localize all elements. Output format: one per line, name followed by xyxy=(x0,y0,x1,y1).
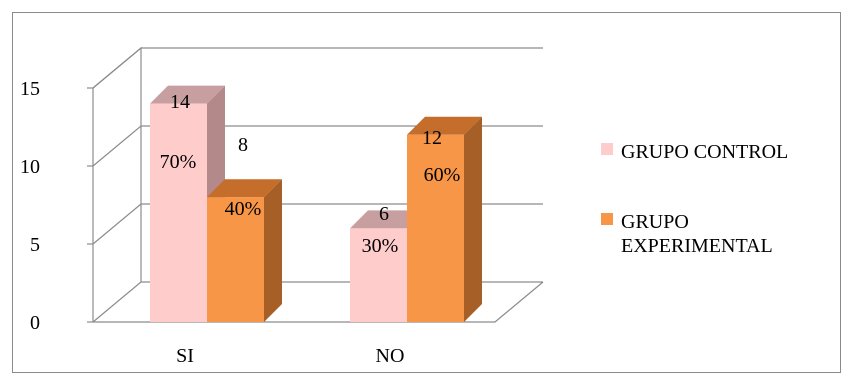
y-tick-label: 5 xyxy=(30,234,40,256)
y-tick-label: 10 xyxy=(20,156,40,178)
bar-side-grupo-experimental-si xyxy=(264,179,282,322)
legend-label-control: GRUPO CONTROL xyxy=(621,141,788,163)
data-label-percent: 60% xyxy=(424,164,461,186)
bar-grupo-control-si xyxy=(150,103,207,322)
data-label-percent: 70% xyxy=(160,151,197,173)
bar-top-grupo-control-si xyxy=(150,85,225,104)
x-category-label: SI xyxy=(176,345,194,367)
gridline xyxy=(92,125,543,167)
legend-swatch-experimental xyxy=(601,213,613,225)
bar-top-grupo-control-no xyxy=(350,210,425,229)
bar-top-grupo-experimental-si xyxy=(207,179,282,198)
y-tick-label: 0 xyxy=(30,312,40,334)
x-category-label: NO xyxy=(376,345,405,367)
data-label-percent: 30% xyxy=(362,235,399,257)
gridline xyxy=(92,47,543,89)
bar-grupo-experimental-no xyxy=(407,134,464,322)
bar-grupo-control-no xyxy=(350,228,407,322)
bar-top-grupo-experimental-no xyxy=(407,116,482,135)
data-label-percent: 40% xyxy=(225,198,262,220)
data-label-value: 12 xyxy=(422,127,442,149)
data-label-value: 6 xyxy=(379,203,389,225)
y-tick-label: 15 xyxy=(20,78,40,100)
bar-side-grupo-experimental-no xyxy=(464,116,482,322)
bar-grupo-experimental-si xyxy=(207,197,264,322)
data-label-value: 14 xyxy=(170,91,190,113)
legend-label-experimental: GRUPO EXPERIMENTAL xyxy=(621,211,773,257)
data-label-value: 8 xyxy=(238,134,248,156)
legend-swatch-control xyxy=(601,143,613,155)
back-wall-edge xyxy=(92,46,142,282)
